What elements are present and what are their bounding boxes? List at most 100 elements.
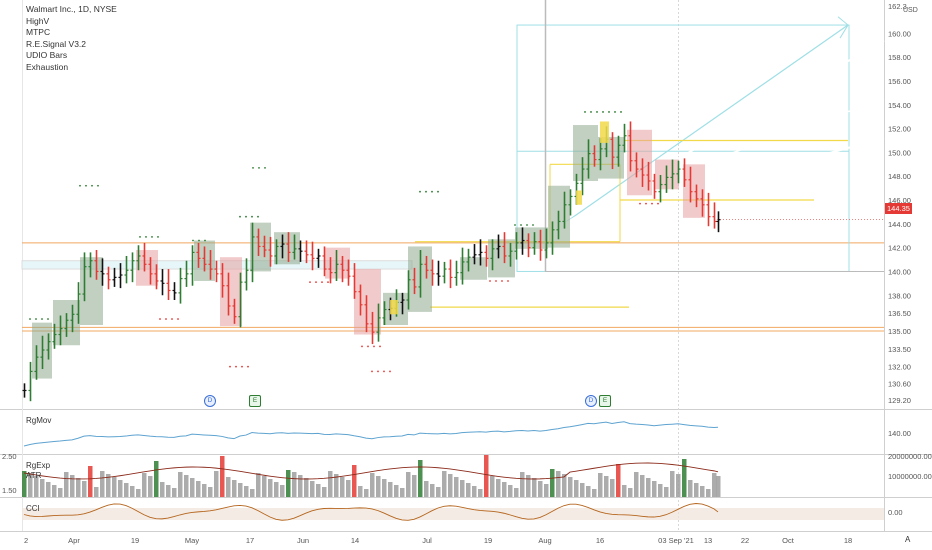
signal-dot (258, 166, 260, 169)
volume-bar (574, 480, 579, 497)
red-zone (136, 250, 158, 286)
signal-dot (419, 190, 421, 193)
signal-dot (235, 365, 237, 368)
volume-bar (712, 473, 717, 497)
volume-bar (214, 471, 219, 497)
price-tick-label: 142.00 (888, 244, 911, 253)
volume-bar (580, 483, 585, 497)
signal-dot (315, 281, 317, 284)
signal-dot (85, 184, 87, 187)
signal-dot (29, 318, 31, 320)
signal-dot (645, 202, 647, 205)
volume-bar (550, 469, 555, 497)
volume-bar (496, 479, 501, 497)
signal-dot (251, 215, 253, 218)
volume-bar (664, 487, 669, 497)
volume-bar (34, 476, 39, 497)
volume-bar (358, 486, 363, 497)
pane-subtitle-atr[interactable]: ATR (26, 471, 42, 480)
volume-bar (388, 482, 393, 497)
last-price-tag: 144.35 (885, 203, 912, 214)
signal-dot (145, 236, 147, 238)
symbol-label[interactable]: Walmart Inc., 1D, NYSE (26, 4, 117, 14)
indicator-mtpc[interactable]: MTPC (26, 27, 51, 37)
rgexp-left-axis-top: 2.50 (2, 452, 17, 461)
volume-bar (136, 489, 141, 497)
dividend-badge[interactable]: D (204, 395, 216, 407)
signal-dot (614, 111, 616, 113)
signal-dot (526, 224, 528, 226)
volume-bar (412, 475, 417, 497)
rgmov-axis-label: 140.00 (888, 429, 911, 438)
volume-bar (568, 477, 573, 497)
volume-bar (268, 479, 273, 497)
volume-bar (376, 476, 381, 497)
volume-bar (286, 470, 291, 497)
volume-bar (58, 488, 63, 497)
signal-dot (651, 202, 653, 205)
volume-bar (280, 485, 285, 497)
signal-dot (79, 184, 81, 187)
signal-dot (373, 345, 375, 348)
trend-ray (559, 137, 885, 228)
volume-bar (220, 456, 225, 497)
signal-dot (159, 318, 161, 320)
volume-bar (646, 478, 651, 497)
volume-bar (70, 475, 75, 497)
price-tick-label: 144.00 (888, 220, 911, 229)
chart-legend: Walmart Inc., 1D, NYSE HighV MTPC R.E.Si… (26, 4, 117, 73)
pane-title-rgexp[interactable]: RgExp (26, 461, 51, 470)
volume-bar (394, 485, 399, 497)
volume-bar (520, 472, 525, 497)
signal-dot (239, 215, 241, 218)
signal-dot (514, 224, 516, 226)
volume-bar (676, 474, 681, 497)
price-tick-label: 150.00 (888, 148, 911, 157)
signal-dot (489, 280, 491, 282)
signal-dot (657, 202, 659, 205)
signal-dot (177, 318, 179, 320)
cci-line (23, 503, 719, 521)
indicator-exhaustion[interactable]: Exhaustion (26, 61, 69, 72)
pane-title-cci[interactable]: CCI (26, 504, 40, 513)
price-tick-label: 135.00 (888, 327, 911, 336)
volume-bar (436, 487, 441, 497)
price-tick-label: 146.00 (888, 196, 911, 205)
red-zone (325, 247, 350, 279)
volume-bar (586, 486, 591, 497)
indicator-highv[interactable]: HighV (26, 15, 50, 26)
volume-bar (76, 478, 81, 497)
volume-bar (232, 480, 237, 497)
time-tick-label: 19 (131, 536, 139, 545)
volume-bar (118, 480, 123, 497)
signal-dot (35, 318, 37, 320)
time-tick-label: 14 (351, 536, 359, 545)
volume-bar (556, 471, 561, 497)
volume-bar (430, 484, 435, 497)
volume-bar (298, 475, 303, 497)
signal-dot (383, 370, 385, 373)
auto-scale-button[interactable]: A (905, 535, 911, 544)
time-tick-label: 03 Sep '21 (658, 536, 694, 545)
signal-dot (91, 184, 93, 187)
volume-bar (640, 475, 645, 497)
signal-dot (367, 345, 369, 348)
volume-bar (178, 472, 183, 497)
indicator-udio-bars[interactable]: UDIO Bars (26, 50, 68, 60)
green-zone (460, 257, 487, 280)
volume-bar (454, 477, 459, 497)
earnings-badge-2[interactable]: E (599, 395, 611, 407)
volume-bar (526, 475, 531, 497)
signal-dot (252, 166, 254, 169)
signal-dot (192, 239, 194, 242)
volume-bar (562, 474, 567, 497)
volume-bar (166, 485, 171, 497)
indicator-re-signal[interactable]: R.E.Signal V3.2 (26, 38, 87, 49)
pane-title-rgmov[interactable]: RgMov (26, 416, 52, 425)
earnings-badge[interactable]: E (249, 395, 261, 407)
volume-bar (52, 485, 57, 497)
dividend-badge-2[interactable]: D (585, 395, 597, 407)
volume-bar (508, 485, 513, 497)
signal-dot (620, 111, 622, 113)
